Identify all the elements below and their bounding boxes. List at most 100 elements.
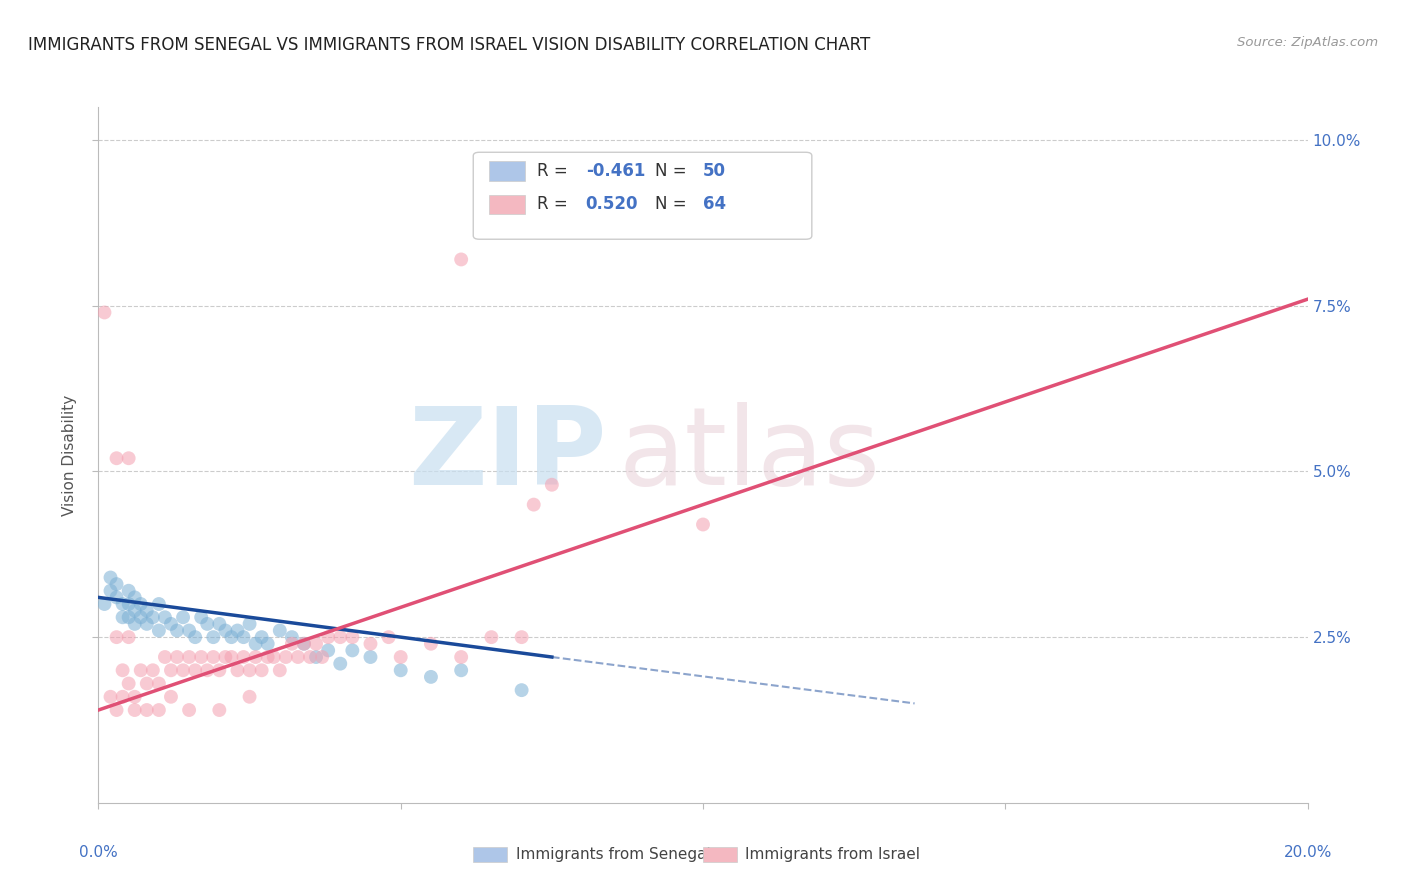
Point: [269, 663, 291, 677]
Point: [100, 570, 122, 584]
Point: [129, 610, 152, 624]
Point: [202, 650, 225, 665]
Point: [135, 604, 157, 618]
Point: [214, 650, 236, 665]
Point: [100, 690, 122, 704]
Point: [184, 630, 207, 644]
Point: [450, 650, 472, 665]
Text: 50: 50: [703, 162, 725, 180]
Point: [214, 624, 236, 638]
Text: atlas: atlas: [619, 402, 880, 508]
Point: [190, 610, 212, 624]
Point: [118, 583, 141, 598]
Point: [142, 610, 165, 624]
Point: [153, 610, 176, 624]
Point: [245, 650, 267, 665]
Point: [226, 663, 249, 677]
Point: [329, 630, 352, 644]
Point: [208, 616, 231, 631]
Point: [93, 305, 115, 319]
Y-axis label: Vision Disability: Vision Disability: [62, 394, 77, 516]
Point: [172, 663, 194, 677]
Point: [420, 670, 443, 684]
Point: [389, 650, 412, 665]
Point: [256, 650, 278, 665]
Point: [142, 663, 165, 677]
Point: [118, 451, 141, 466]
Point: [245, 637, 267, 651]
Point: [111, 597, 134, 611]
Point: [360, 650, 382, 665]
Point: [287, 650, 309, 665]
Text: R =: R =: [537, 162, 574, 180]
Text: N =: N =: [655, 162, 692, 180]
Point: [118, 630, 141, 644]
Text: -0.461: -0.461: [586, 162, 645, 180]
Point: [274, 650, 297, 665]
Point: [124, 616, 146, 631]
Text: ZIP: ZIP: [408, 402, 606, 508]
Text: Immigrants from Senegal: Immigrants from Senegal: [516, 847, 710, 862]
Point: [184, 663, 207, 677]
Point: [342, 630, 364, 644]
Point: [124, 690, 146, 704]
Point: [208, 703, 231, 717]
Point: [105, 630, 128, 644]
Point: [129, 663, 152, 677]
Point: [292, 637, 315, 651]
Point: [281, 630, 304, 644]
FancyBboxPatch shape: [474, 847, 508, 862]
Point: [281, 637, 304, 651]
Point: [481, 193, 503, 207]
Text: Source: ZipAtlas.com: Source: ZipAtlas.com: [1237, 36, 1378, 49]
Point: [389, 663, 412, 677]
Point: [510, 683, 533, 698]
Text: 0.520: 0.520: [586, 195, 638, 213]
Point: [179, 624, 201, 638]
Point: [160, 616, 183, 631]
Point: [523, 498, 546, 512]
Point: [129, 597, 152, 611]
Point: [226, 624, 249, 638]
FancyBboxPatch shape: [489, 161, 526, 181]
Point: [360, 637, 382, 651]
Point: [263, 650, 285, 665]
Point: [160, 663, 183, 677]
Point: [111, 610, 134, 624]
Point: [105, 451, 128, 466]
Point: [232, 650, 254, 665]
Point: [311, 650, 333, 665]
Point: [111, 690, 134, 704]
Point: [118, 597, 141, 611]
Point: [221, 630, 243, 644]
Point: [450, 252, 472, 267]
Point: [105, 703, 128, 717]
Point: [124, 591, 146, 605]
Point: [195, 663, 218, 677]
Point: [540, 477, 562, 491]
Point: [221, 650, 243, 665]
Point: [105, 577, 128, 591]
Text: IMMIGRANTS FROM SENEGAL VS IMMIGRANTS FROM ISRAEL VISION DISABILITY CORRELATION : IMMIGRANTS FROM SENEGAL VS IMMIGRANTS FR…: [28, 36, 870, 54]
Text: 20.0%: 20.0%: [1284, 845, 1331, 860]
Point: [135, 676, 157, 690]
Point: [124, 703, 146, 717]
Point: [692, 517, 714, 532]
FancyBboxPatch shape: [703, 847, 737, 862]
Text: N =: N =: [655, 195, 692, 213]
Point: [111, 663, 134, 677]
Point: [135, 616, 157, 631]
Point: [148, 624, 170, 638]
Point: [239, 663, 262, 677]
Point: [135, 703, 157, 717]
Point: [190, 650, 212, 665]
Point: [450, 663, 472, 677]
Text: Immigrants from Israel: Immigrants from Israel: [745, 847, 921, 862]
Point: [105, 591, 128, 605]
Point: [316, 643, 339, 657]
Point: [420, 637, 443, 651]
Point: [166, 650, 188, 665]
Point: [232, 630, 254, 644]
Point: [179, 703, 201, 717]
Point: [510, 630, 533, 644]
